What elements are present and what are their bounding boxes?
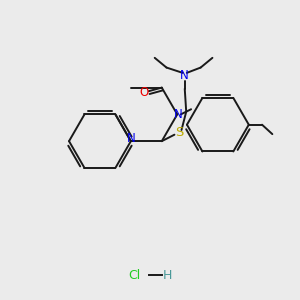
Text: O: O [140,85,149,98]
Text: Cl: Cl [129,268,141,282]
Text: N: N [180,69,189,82]
Text: N: N [174,108,183,121]
Text: N: N [127,132,135,145]
Text: H: H [163,268,172,282]
Text: S: S [175,126,183,139]
